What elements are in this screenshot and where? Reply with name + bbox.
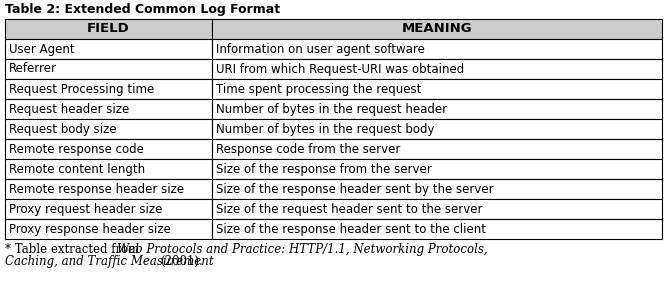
Bar (5, 59, 212, 79)
Text: Size of the response header sent to the client: Size of the response header sent to the … (216, 222, 486, 235)
Bar (212, 79, 662, 99)
Text: Request header size: Request header size (9, 102, 129, 115)
Text: Response code from the server: Response code from the server (216, 142, 400, 155)
Bar (212, 119, 662, 139)
Text: Remote response header size: Remote response header size (9, 182, 184, 195)
Text: Size of the response from the server: Size of the response from the server (216, 162, 432, 175)
Bar (5, 219, 212, 239)
Bar (212, 199, 662, 219)
Bar (212, 19, 662, 39)
Text: Table 2: Extended Common Log Format: Table 2: Extended Common Log Format (5, 3, 280, 16)
Text: URI from which Request-URI was obtained: URI from which Request-URI was obtained (216, 63, 464, 75)
Bar (212, 99, 662, 119)
Bar (212, 59, 662, 79)
Text: Number of bytes in the request header: Number of bytes in the request header (216, 102, 447, 115)
Bar (212, 159, 662, 179)
Text: Size of the request header sent to the server: Size of the request header sent to the s… (216, 202, 482, 215)
Text: Request Processing time: Request Processing time (9, 82, 154, 95)
Bar (5, 19, 212, 39)
Bar (5, 119, 212, 139)
Bar (212, 219, 662, 239)
Text: Caching, and Traffic Measurement: Caching, and Traffic Measurement (5, 255, 213, 268)
Text: Referrer: Referrer (9, 63, 57, 75)
Bar (212, 39, 662, 59)
Text: Remote response code: Remote response code (9, 142, 144, 155)
Text: Proxy request header size: Proxy request header size (9, 202, 162, 215)
Text: * Table extracted from: * Table extracted from (5, 243, 143, 256)
Text: Time spent processing the request: Time spent processing the request (216, 82, 422, 95)
Bar (5, 139, 212, 159)
Bar (5, 159, 212, 179)
Bar (5, 199, 212, 219)
Text: MEANING: MEANING (402, 23, 472, 35)
Bar (212, 179, 662, 199)
Text: Proxy response header size: Proxy response header size (9, 222, 171, 235)
Text: Information on user agent software: Information on user agent software (216, 43, 425, 55)
Text: Size of the response header sent by the server: Size of the response header sent by the … (216, 182, 494, 195)
Text: Remote content length: Remote content length (9, 162, 145, 175)
Text: Web Protocols and Practice: HTTP/1.1, Networking Protocols,: Web Protocols and Practice: HTTP/1.1, Ne… (117, 243, 487, 256)
Bar (212, 139, 662, 159)
Bar (5, 99, 212, 119)
Text: FIELD: FIELD (87, 23, 130, 35)
Text: Number of bytes in the request body: Number of bytes in the request body (216, 122, 434, 135)
Text: (2001).: (2001). (160, 255, 203, 268)
Bar (5, 39, 212, 59)
Text: Request body size: Request body size (9, 122, 117, 135)
Text: User Agent: User Agent (9, 43, 75, 55)
Bar (5, 79, 212, 99)
Bar (5, 179, 212, 199)
